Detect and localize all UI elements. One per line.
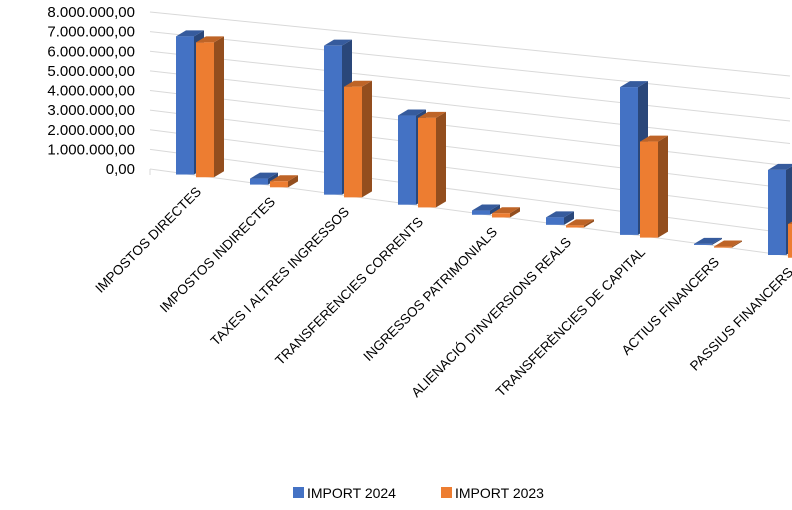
y-tick-label: 4.000.000,00: [47, 83, 135, 100]
bar: [472, 204, 500, 215]
bar-top: [324, 39, 352, 46]
legend-label: IMPORT 2023: [455, 485, 544, 501]
bar-front: [620, 87, 638, 235]
x-tick-label: TAXES I ALTRES INGRESSOS: [208, 204, 352, 348]
bar-front: [714, 246, 732, 248]
bar-front: [196, 42, 214, 178]
bar-top: [714, 240, 742, 247]
bar-front: [694, 243, 712, 245]
x-tick-label: ALIENACIÓ D'INVERSIONS REALS: [408, 234, 574, 400]
bar-plot-area: [176, 30, 792, 258]
bar-front: [324, 45, 342, 195]
bar: [546, 211, 574, 225]
x-tick-label: INGRESSOS PATRIMONIALS: [360, 224, 500, 364]
bar-top: [344, 80, 372, 87]
bar-side: [658, 135, 668, 238]
gridlines: [149, 11, 791, 257]
bar: [418, 111, 446, 208]
legend-item: IMPORT 2023: [441, 485, 544, 501]
legend-item: IMPORT 2024: [293, 485, 396, 501]
bar-side: [584, 219, 594, 228]
bar: [788, 221, 792, 258]
bar-top: [250, 172, 278, 179]
bar-front: [492, 213, 510, 218]
y-tick-label: 5.000.000,00: [47, 63, 135, 80]
y-tick-label: 7.000.000,00: [47, 24, 135, 41]
bar-top: [492, 207, 520, 214]
bar-side: [712, 237, 722, 245]
gridline: [149, 70, 791, 144]
bar-top: [398, 109, 426, 116]
bar-side: [436, 111, 446, 208]
bar-side: [288, 175, 298, 188]
y-tick-label: 1.000.000,00: [47, 141, 135, 158]
bar: [640, 135, 668, 238]
bar-front: [270, 181, 288, 188]
bar: [196, 36, 224, 178]
bar: [566, 219, 594, 228]
bar: [344, 80, 372, 198]
bar-top: [418, 111, 446, 118]
bar-top: [640, 135, 668, 142]
gridline: [149, 129, 791, 212]
y-tick-label: 0,00: [106, 161, 135, 178]
bar: [492, 207, 520, 218]
bar-top: [620, 81, 648, 88]
gridline: [149, 31, 791, 99]
gridline: [149, 109, 791, 189]
bar: [694, 237, 722, 245]
gridline: [149, 90, 791, 167]
bar-top: [768, 163, 792, 170]
bar-top: [566, 219, 594, 226]
bar-side: [564, 211, 574, 225]
gridline: [149, 148, 791, 234]
bar-front: [344, 86, 362, 198]
bar: [270, 175, 298, 188]
bar-top: [694, 237, 722, 244]
legend: IMPORT 2024 IMPORT 2023: [293, 485, 544, 501]
bar-side: [732, 240, 742, 248]
bar-front: [768, 169, 786, 256]
bar-front: [176, 36, 194, 175]
bar-front: [398, 115, 416, 205]
y-tick-label: 8.000.000,00: [47, 4, 135, 21]
bar-front: [472, 210, 490, 215]
gridline: [149, 11, 791, 77]
bar-side: [490, 204, 500, 215]
bar-front: [566, 225, 584, 228]
bar-top: [176, 30, 204, 37]
bar-front: [418, 117, 436, 208]
bar-front: [546, 217, 564, 225]
bar-top: [788, 221, 792, 224]
gridline: [149, 50, 791, 122]
bar-front: [640, 141, 658, 238]
bar-front: [250, 178, 268, 185]
y-tick-label: 6.000.000,00: [47, 43, 135, 60]
legend-label: IMPORT 2024: [307, 485, 396, 501]
bar-front: [788, 223, 792, 258]
bar-side: [510, 207, 520, 218]
bar-side: [362, 80, 372, 198]
bar-top: [546, 211, 574, 218]
y-axis: 0,00 1.000.000,00 2.000.000,00 3.000.000,00…: [47, 4, 135, 178]
bar-top: [196, 36, 224, 43]
x-tick-label: TRANSFERÈNCIES CORRENTS: [272, 214, 426, 368]
x-tick-label: TRANSFERÈNCIES DE CAPITAL: [493, 244, 649, 400]
y-tick-label: 2.000.000,00: [47, 122, 135, 139]
bar-top: [472, 204, 500, 211]
y-tick-label: 3.000.000,00: [47, 102, 135, 119]
bar-side: [214, 36, 224, 178]
bar: [714, 240, 742, 248]
bar-top: [270, 175, 298, 182]
legend-swatch: [293, 487, 304, 498]
legend-swatch: [441, 487, 452, 498]
